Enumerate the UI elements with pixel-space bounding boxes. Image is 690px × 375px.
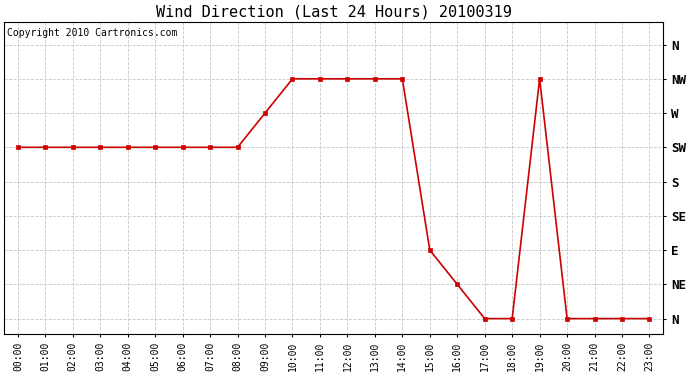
Text: Copyright 2010 Cartronics.com: Copyright 2010 Cartronics.com (8, 28, 178, 38)
Title: Wind Direction (Last 24 Hours) 20100319: Wind Direction (Last 24 Hours) 20100319 (156, 4, 511, 19)
